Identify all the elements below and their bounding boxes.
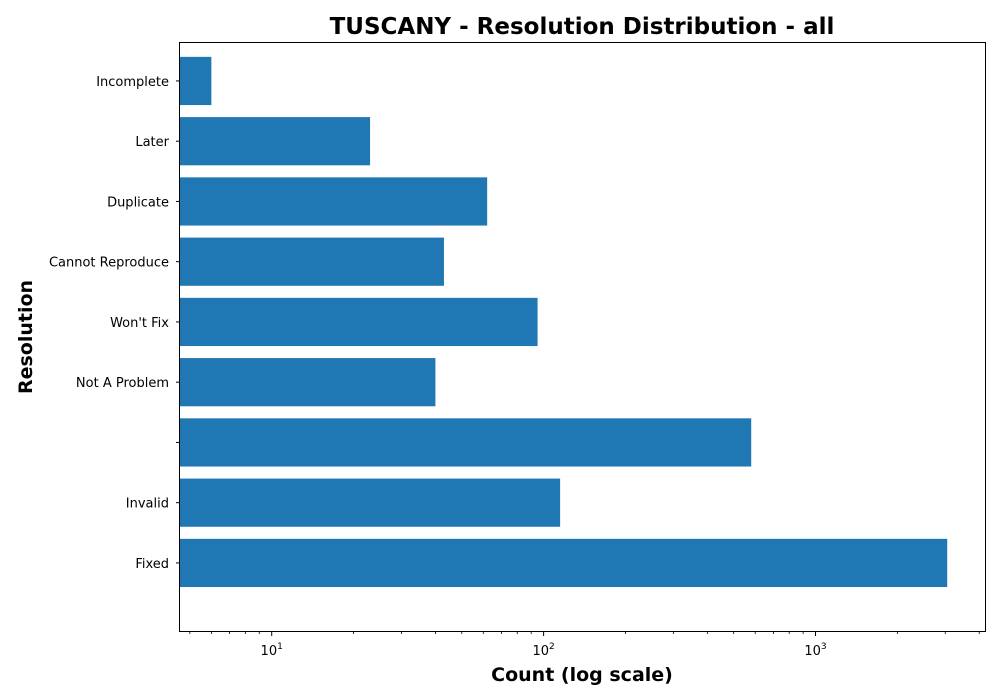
bar-unlabeled — [180, 418, 752, 467]
y-tick-label: Later — [135, 135, 169, 150]
y-tick-label: Fixed — [135, 557, 169, 572]
bar-invalid — [180, 478, 561, 527]
bars-group — [180, 56, 948, 588]
bar-not-a-problem — [180, 358, 436, 407]
chart-title: TUSCANY - Resolution Distribution - all — [330, 14, 835, 40]
bar-duplicate — [180, 177, 488, 226]
x-tick-label: 103 — [804, 642, 826, 659]
bar-later — [180, 117, 371, 166]
y-tick-label: Incomplete — [96, 75, 169, 90]
y-tick-label: Won't Fix — [110, 316, 169, 331]
x-tick-label: 102 — [532, 642, 554, 659]
bar-incomplete — [180, 56, 212, 106]
y-tick-label: Cannot Reproduce — [49, 256, 169, 271]
y-tick-label: Duplicate — [107, 195, 169, 210]
bar-won-t-fix — [180, 297, 538, 347]
y-axis-label: Resolution — [15, 280, 37, 394]
bar-fixed — [180, 538, 948, 588]
x-axis-ticks: 101 102 103 — [189, 631, 980, 659]
x-tick-label: 101 — [261, 642, 283, 659]
y-tick-label: Invalid — [126, 497, 169, 512]
x-axis-label: Count (log scale) — [491, 664, 673, 686]
plot-area-frame — [179, 42, 986, 632]
y-axis-ticks: Fixed Invalid Not A Problem Won't Fix Cannot… — [49, 75, 180, 572]
y-tick-label: Not A Problem — [76, 376, 169, 391]
bar-cannot-reproduce — [180, 237, 444, 286]
